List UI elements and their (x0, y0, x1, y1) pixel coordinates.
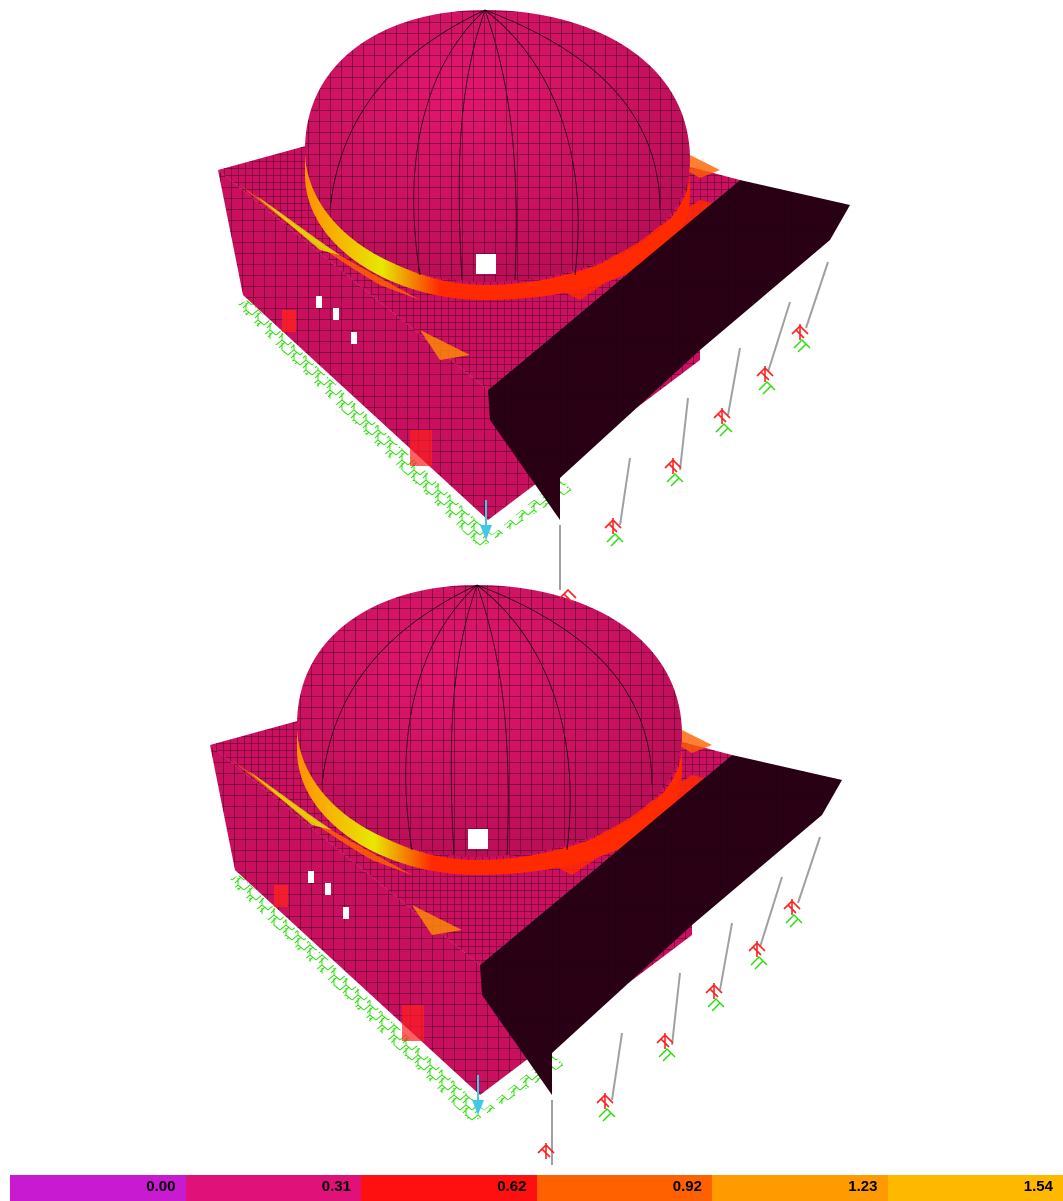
legend-segment: 0.31 (185, 1175, 361, 1201)
legend-segment: 0.00 (10, 1175, 186, 1201)
bottom-column-support (537, 1143, 555, 1159)
legend-segment: 0.92 (536, 1175, 712, 1201)
stress-legend-bar: 0.00 0.31 0.62 0.92 1.23 1.54 (10, 1175, 1063, 1201)
legend-value-label: 0.92 (672, 1178, 702, 1195)
legend-value-label: 0.31 (321, 1178, 351, 1195)
legend-segment: 1.54 (887, 1175, 1063, 1201)
legend-segment: 1.23 (712, 1175, 888, 1201)
legend-segment: 0.62 (361, 1175, 537, 1201)
structural-model-viewport (209, 9, 851, 1166)
legend-value-label: 1.23 (848, 1178, 878, 1195)
legend-value-label: 0.62 (497, 1178, 527, 1195)
legend-value-label: 0.00 (146, 1178, 176, 1195)
legend-value-label: 1.54 (1023, 1178, 1053, 1195)
model-view-top (217, 9, 851, 591)
model-view-bottom (209, 584, 843, 1166)
mid-column-support (559, 588, 577, 603)
